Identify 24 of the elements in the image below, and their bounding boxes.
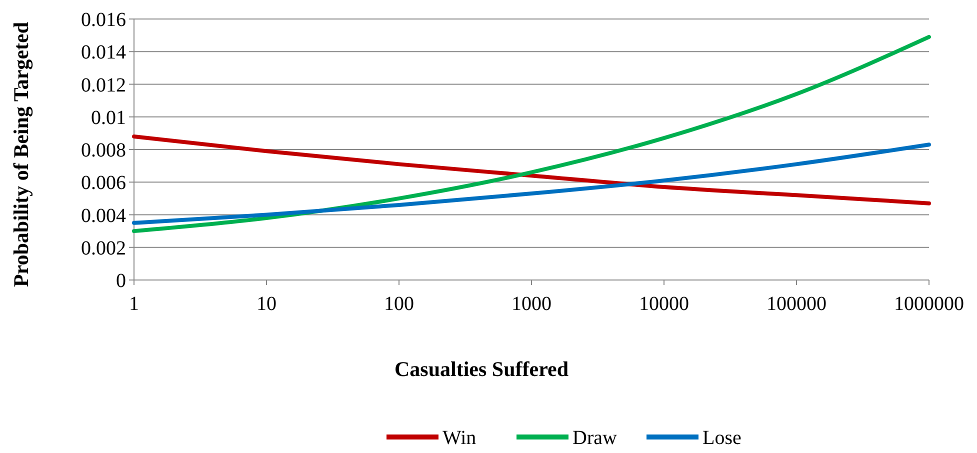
- legend-label: Draw: [572, 427, 618, 449]
- y-tick-label: 0: [116, 270, 126, 292]
- y-tick-label: 0.014: [81, 42, 126, 64]
- legend-label: Win: [442, 427, 476, 449]
- y-axis-title: Probability of Being Targeted: [9, 22, 33, 288]
- x-tick-label: 10000: [639, 293, 689, 315]
- x-tick-label: 10: [256, 293, 276, 315]
- y-tick-label: 0.01: [91, 106, 126, 129]
- x-tick-label: 100: [384, 293, 414, 315]
- y-tick-label: 0.002: [81, 237, 126, 260]
- y-tick-label: 0.016: [81, 9, 126, 31]
- x-tick-label: 1000000: [894, 293, 964, 315]
- line-series: [132, 34, 931, 234]
- y-tick-label: 0.012: [81, 74, 126, 96]
- x-tick-label: 1000: [512, 293, 552, 315]
- line-series: [132, 134, 931, 206]
- x-tick-label: 100000: [766, 293, 826, 315]
- x-axis-title: Casualties Suffered: [394, 357, 569, 381]
- y-tick-label: 0.004: [81, 204, 126, 227]
- line-series: [132, 142, 931, 225]
- legend-label: Lose: [702, 427, 742, 449]
- y-tick-label: 0.006: [81, 172, 126, 194]
- x-tick-label: 1: [129, 293, 139, 315]
- y-tick-label: 0.008: [81, 140, 126, 162]
